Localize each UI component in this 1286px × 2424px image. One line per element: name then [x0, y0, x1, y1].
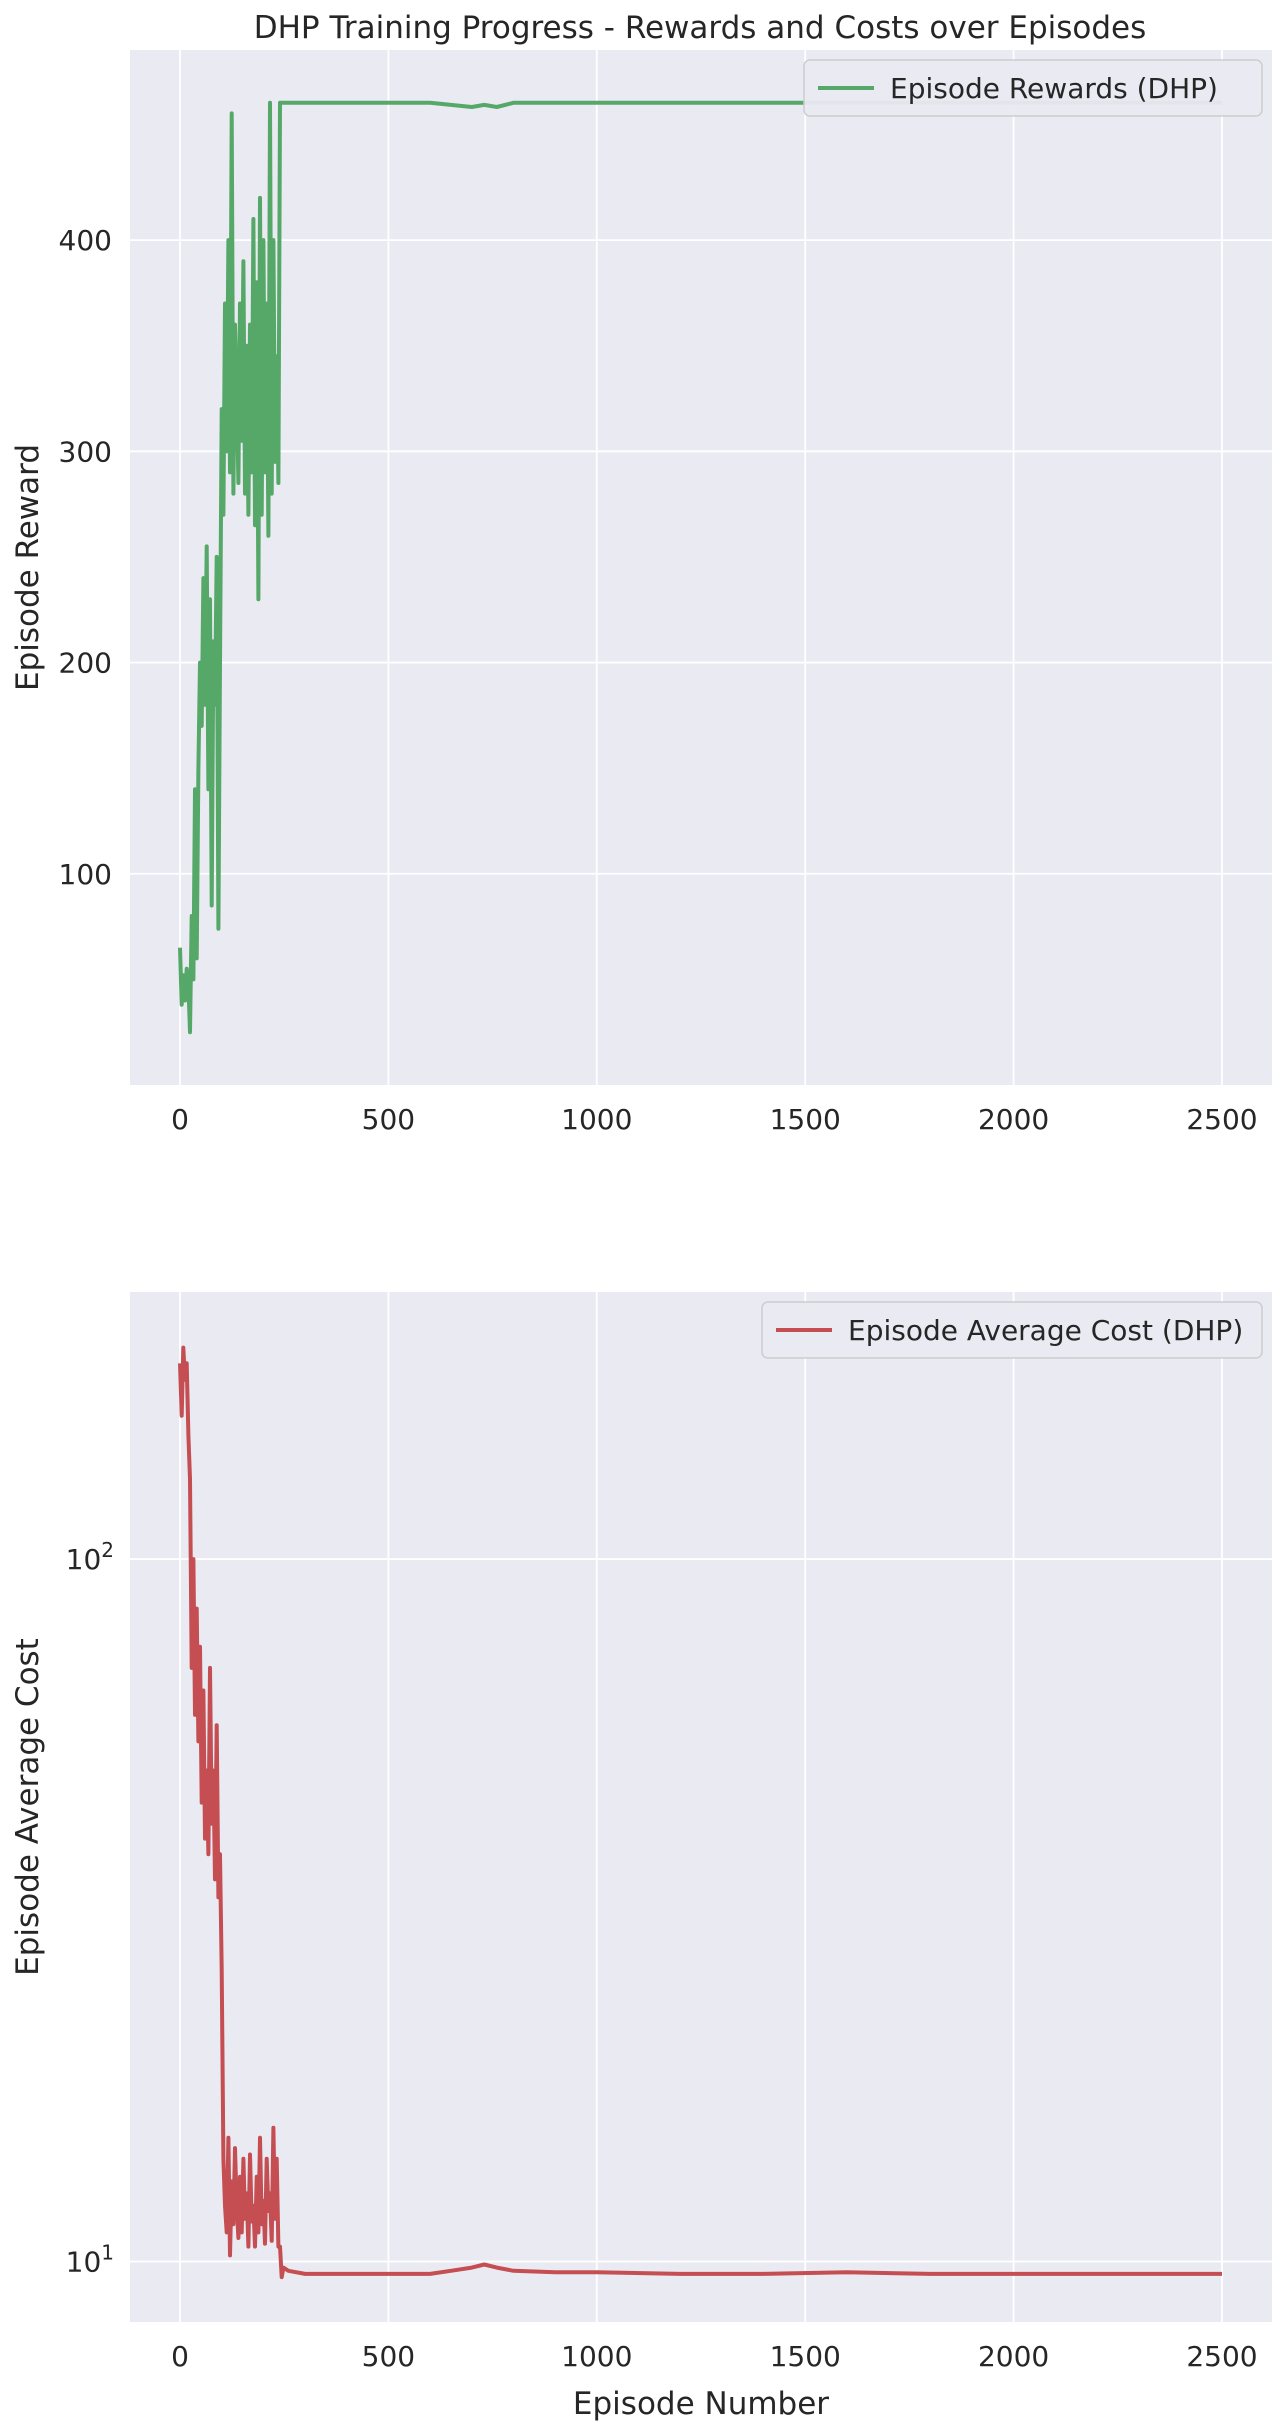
- cost-panel: 0 500 1000 1500 2000 2500 101 102 Episode Averag…: [10, 1292, 1272, 2422]
- cost-x-tick-label: 1500: [770, 2340, 841, 2373]
- cost-series-line: [178, 1345, 1222, 2280]
- rewards-x-tick-label: 1500: [770, 1103, 841, 1136]
- rewards-x-tick-label: 2500: [1186, 1103, 1257, 1136]
- cost-x-axis-title: Episode Number: [573, 2386, 829, 2422]
- rewards-y-tick-label: 300: [59, 435, 112, 468]
- rewards-series-line: [178, 100, 1222, 1035]
- rewards-y-tick-label: 100: [59, 858, 112, 891]
- cost-plot-area: [130, 1292, 1272, 2322]
- rewards-plot-area: [130, 50, 1272, 1085]
- cost-y-axis-title: Episode Average Cost: [10, 1638, 46, 1976]
- cost-x-tick-label: 1000: [561, 2340, 632, 2373]
- cost-x-tick-label: 2000: [978, 2340, 1049, 2373]
- cost-x-tick-label: 500: [362, 2340, 415, 2373]
- rewards-y-axis-title: Episode Reward: [10, 444, 46, 691]
- rewards-panel: 0 500 1000 1500 2000 2500 100 200 300 400 Episode …: [10, 50, 1272, 1136]
- cost-y-tick-label: 101: [66, 2240, 114, 2278]
- rewards-y-tick-label: 400: [59, 224, 112, 257]
- cost-legend: [761, 1301, 1263, 1359]
- cost-x-tick-label: 0: [171, 2340, 189, 2373]
- rewards-x-tick-label: 1000: [561, 1103, 632, 1136]
- rewards-y-tick-label: 200: [59, 647, 112, 680]
- cost-legend-label: Episode Average Cost (DHP): [848, 1314, 1243, 1347]
- cost-x-tick-label: 2500: [1186, 2340, 1257, 2373]
- chart-title: DHP Training Progress - Rewards and Cost…: [254, 10, 1147, 46]
- rewards-x-tick-label: 0: [171, 1103, 189, 1136]
- rewards-x-tick-label: 500: [362, 1103, 415, 1136]
- rewards-legend: [803, 59, 1263, 117]
- rewards-x-tick-label: 2000: [978, 1103, 1049, 1136]
- cost-y-tick-label: 102: [66, 1538, 114, 1576]
- rewards-legend-label: Episode Rewards (DHP): [890, 72, 1218, 105]
